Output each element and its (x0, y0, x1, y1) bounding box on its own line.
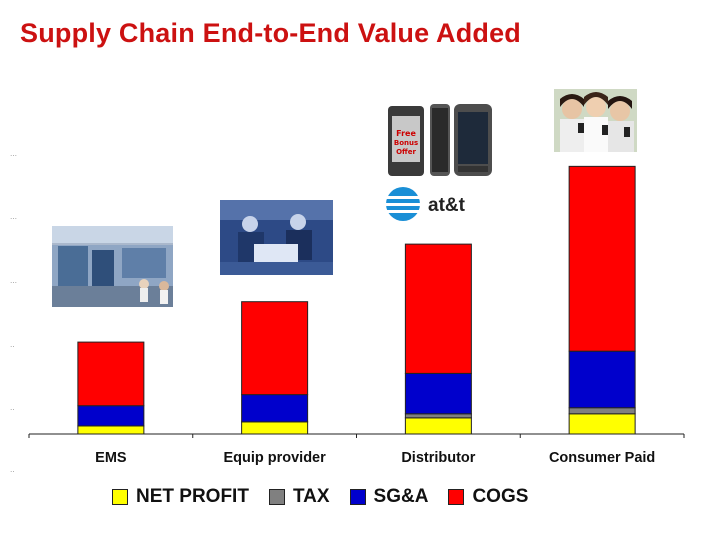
people-with-phones-photo (554, 89, 637, 152)
legend-item-cogs: COGS (448, 486, 528, 508)
legend-label: NET PROFIT (136, 486, 249, 507)
legend-swatch (112, 489, 128, 505)
chart-legend: NET PROFIT TAX SG&A COGS (112, 486, 548, 508)
legend-swatch (349, 489, 366, 505)
axis-tick-mark: … (10, 277, 17, 285)
bar-segment (568, 350, 636, 409)
svg-text:Free: Free (396, 129, 416, 138)
svg-text:Bonus: Bonus (394, 139, 418, 147)
engineers-meeting-photo (220, 200, 333, 275)
axis-tick-mark: … (10, 150, 17, 158)
bar-segment (404, 243, 472, 374)
legend-label: TAX (292, 486, 330, 507)
legend-item-tax: TAX (268, 486, 330, 508)
axis-tick-mark: ‥ (10, 404, 15, 412)
axis-tick-mark: ‥ (10, 466, 15, 474)
x-tick-label: Consumer Paid (549, 450, 655, 466)
bar-segment (568, 413, 636, 435)
axis-tick-mark: ‥ (10, 341, 15, 349)
legend-item-net-profit: NET PROFIT (112, 486, 249, 508)
svg-text:Offer: Offer (396, 148, 416, 156)
legend-swatch (268, 489, 285, 505)
legend-swatch (448, 489, 465, 505)
att-logo: at&t (384, 185, 484, 223)
bar-segment (568, 165, 636, 352)
bar-segment (404, 417, 472, 435)
bar-segment (568, 407, 636, 415)
axis-tick-mark: … (10, 213, 17, 221)
legend-label: SG&A (373, 486, 429, 507)
legend-item-sga: SG&A (349, 486, 429, 508)
att-logo-text: at&t (428, 195, 466, 216)
bar-segment (77, 405, 145, 427)
bar-segment (404, 372, 472, 415)
x-tick-label: Equip provider (223, 450, 326, 466)
factory-floor-photo (52, 226, 173, 307)
bar-segment (77, 341, 145, 407)
bar-segment (241, 421, 309, 435)
legend-label: COGS (472, 486, 529, 507)
bar-segment (404, 413, 472, 419)
bar-segment (77, 425, 145, 435)
x-tick-label: EMS (95, 450, 127, 466)
chart-title: Supply Chain End-to-End Value Added (20, 18, 522, 48)
bar-segment (241, 301, 309, 396)
mobile-phones-photo: Free Bonus Offer (384, 102, 494, 178)
bar-segment (241, 394, 309, 423)
x-tick-label: Distributor (401, 450, 475, 466)
